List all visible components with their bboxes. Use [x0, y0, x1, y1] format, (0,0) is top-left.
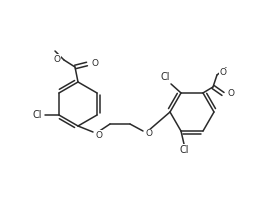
Text: O: O — [92, 60, 99, 69]
Text: Cl: Cl — [32, 110, 42, 120]
Text: Cl: Cl — [179, 145, 189, 155]
Text: O: O — [228, 89, 235, 99]
Text: O: O — [146, 130, 153, 139]
Text: O: O — [220, 69, 227, 78]
Text: O: O — [53, 54, 60, 63]
Text: O: O — [96, 131, 103, 140]
Text: Cl: Cl — [160, 72, 170, 82]
